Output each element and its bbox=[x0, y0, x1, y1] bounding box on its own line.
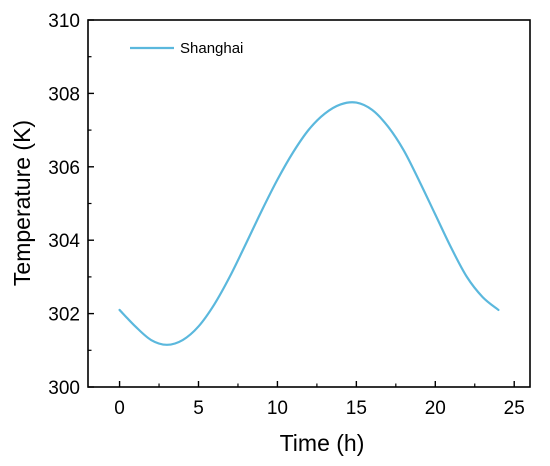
x-axis: 0 5 10 15 20 25 bbox=[114, 381, 525, 419]
y-tick-label: 304 bbox=[48, 231, 80, 252]
series-line-shanghai bbox=[118, 101, 500, 346]
x-axis-title: Time (h) bbox=[280, 430, 365, 456]
x-tick-label: 0 bbox=[114, 398, 125, 419]
x-tick-label: 25 bbox=[504, 398, 525, 419]
y-axis: 300 302 304 306 308 310 bbox=[48, 11, 94, 399]
y-tick-label: 308 bbox=[48, 84, 80, 105]
legend-label-shanghai: Shanghai bbox=[180, 40, 243, 57]
y-tick-label: 302 bbox=[48, 305, 80, 326]
legend: Shanghai bbox=[130, 40, 243, 57]
y-tick-label: 310 bbox=[48, 11, 80, 32]
y-tick-label: 300 bbox=[48, 378, 80, 399]
series-layer bbox=[118, 101, 500, 346]
x-tick-label: 15 bbox=[346, 398, 367, 419]
plot-frame bbox=[87, 19, 531, 388]
x-tick-label: 20 bbox=[425, 398, 446, 419]
x-tick-label: 10 bbox=[267, 398, 288, 419]
y-tick-label: 306 bbox=[48, 158, 80, 179]
x-tick-label: 5 bbox=[193, 398, 204, 419]
y-axis-title: Temperature (K) bbox=[9, 120, 35, 286]
